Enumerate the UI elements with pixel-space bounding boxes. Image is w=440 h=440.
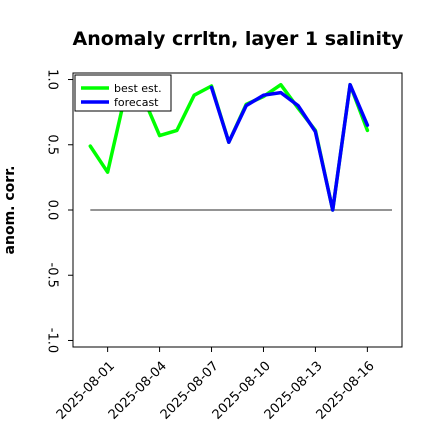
x-ticks: 2025-08-012025-08-042025-08-072025-08-10…: [54, 347, 378, 423]
y-tick-label: -0.5: [45, 263, 60, 288]
y-tick-label: 0.5: [45, 134, 60, 155]
y-ticks: 1.0 0.5 0.0 -0.5 -1.0: [45, 69, 73, 353]
legend-box: [74, 74, 172, 112]
chart-title: Anomaly crrltn, layer 1 salinity: [73, 28, 404, 50]
legend-label-best-est: best est.: [114, 82, 162, 95]
y-tick-label: -1.0: [45, 328, 60, 353]
legend: best est. forecast: [74, 74, 172, 112]
y-axis-label: anom. corr.: [2, 166, 18, 255]
legend-label-forecast: forecast: [114, 96, 159, 109]
y-tick-label: 0.0: [45, 200, 60, 221]
y-tick-label: 1.0: [45, 69, 60, 90]
series-line-forecast: [209, 82, 370, 212]
